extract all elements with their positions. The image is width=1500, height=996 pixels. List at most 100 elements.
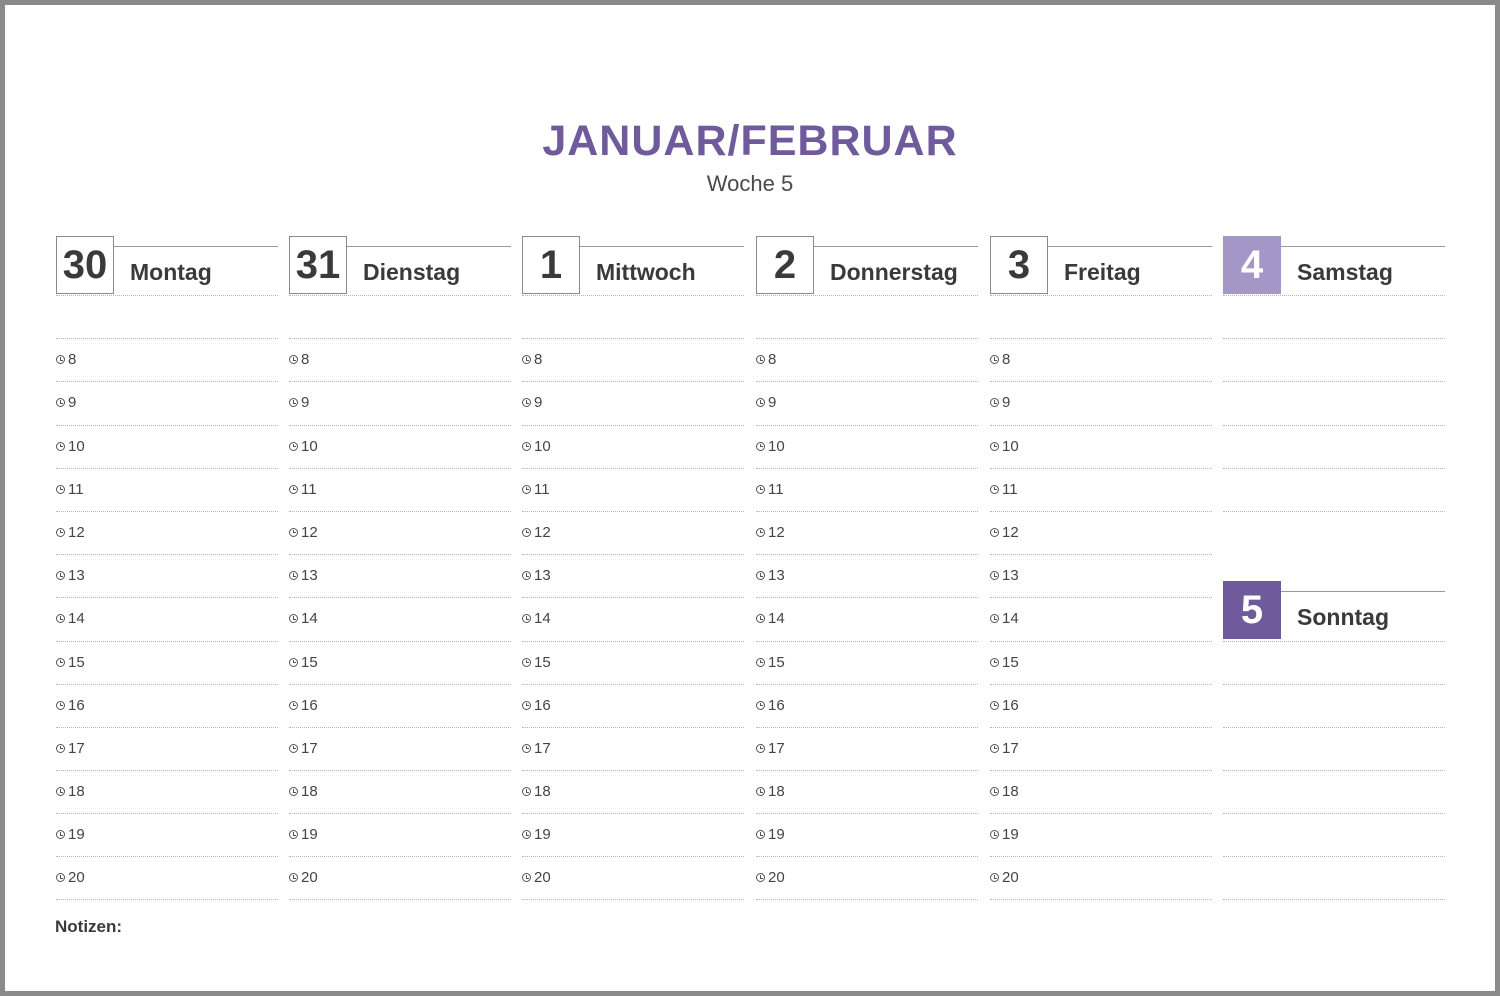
hour-label: 8 — [289, 351, 309, 368]
clock-icon — [756, 787, 765, 797]
clock-icon — [756, 657, 765, 667]
hour-text: 15 — [1002, 653, 1019, 671]
hour-slot: 14 — [289, 597, 511, 640]
hour-label: 8 — [756, 351, 776, 368]
hour-slot — [289, 295, 511, 338]
hour-label: 10 — [990, 438, 1019, 455]
clock-icon — [522, 873, 531, 883]
hour-slot: 18 — [990, 770, 1212, 813]
hour-slot: 19 — [289, 813, 511, 856]
hour-text: 12 — [301, 523, 318, 541]
hour-label: 10 — [756, 438, 785, 455]
hour-slot: 13 — [756, 554, 978, 597]
clock-icon — [522, 830, 531, 840]
hour-label: 12 — [756, 524, 785, 541]
day-column-tuesday: 31 Dienstag 8 9 10 11 12 13 14 15 16 17 18 19 20 — [289, 231, 511, 901]
day-column-monday: 30 Montag 8 9 10 11 12 13 14 15 16 17 18 19 20 — [56, 231, 278, 901]
hour-label: 18 — [756, 783, 785, 800]
clock-icon — [522, 614, 531, 624]
hour-label: 8 — [990, 351, 1010, 368]
header-rule — [522, 246, 744, 247]
clock-icon — [990, 484, 999, 494]
notes-label: Notizen: — [55, 917, 123, 936]
hour-slot: 12 — [289, 510, 511, 554]
day-column-thursday: 2 Donnerstag 8 9 10 11 12 13 14 15 16 17 18 19 20 — [756, 231, 978, 901]
hour-text: 10 — [534, 437, 551, 455]
hour-slot: 8 — [289, 338, 511, 381]
clock-icon — [522, 657, 531, 667]
hour-slot — [756, 295, 978, 338]
clock-icon — [522, 355, 531, 365]
hour-text: 14 — [534, 610, 551, 628]
hour-slot: 17 — [756, 726, 978, 770]
hour-label: 20 — [990, 869, 1019, 886]
clock-icon — [289, 398, 298, 408]
hour-label: 10 — [56, 438, 85, 455]
hour-slot — [1223, 424, 1445, 468]
hour-slot: 19 — [56, 813, 278, 856]
hour-slot: 13 — [522, 554, 744, 597]
hour-label: 14 — [289, 610, 318, 627]
clock-icon — [56, 657, 65, 667]
hour-text: 20 — [1002, 869, 1019, 887]
clock-icon — [990, 355, 999, 365]
hour-slot — [990, 295, 1212, 338]
hour-slot — [522, 295, 744, 338]
hour-slot: 16 — [522, 683, 744, 727]
hour-label: 17 — [289, 740, 318, 757]
clock-icon — [289, 830, 298, 840]
hour-text: 13 — [1002, 567, 1019, 585]
hour-label: 15 — [756, 654, 785, 671]
day-header-sunday: 5 Sonntag — [1223, 576, 1445, 639]
hour-slots: 8 9 10 11 12 13 14 15 16 17 18 19 20 — [522, 295, 744, 900]
clock-icon — [990, 398, 999, 408]
hour-label: 15 — [56, 654, 85, 671]
clock-icon — [756, 830, 765, 840]
hour-text: 19 — [768, 826, 785, 844]
hour-label: 9 — [756, 394, 776, 411]
hour-text: 18 — [768, 783, 785, 801]
hour-text: 16 — [534, 696, 551, 714]
clock-icon — [289, 484, 298, 494]
hour-slot: 9 — [756, 381, 978, 424]
hour-slot: 8 — [990, 338, 1212, 381]
hour-label: 13 — [990, 567, 1019, 584]
hour-label: 19 — [522, 826, 551, 843]
hour-slot: 9 — [522, 381, 744, 424]
hour-text: 10 — [1002, 437, 1019, 455]
day-header-saturday: 4 Samstag — [1223, 231, 1445, 294]
hour-text: 18 — [301, 783, 318, 801]
clock-icon — [756, 700, 765, 710]
hour-label: 13 — [756, 567, 785, 584]
hour-text: 20 — [68, 869, 85, 887]
hour-slot: 18 — [522, 770, 744, 813]
hour-text: 17 — [1002, 739, 1019, 757]
hour-text: 18 — [1002, 783, 1019, 801]
hour-slot: 11 — [990, 467, 1212, 511]
hour-text: 17 — [68, 739, 85, 757]
hour-slot: 15 — [522, 640, 744, 684]
clock-icon — [990, 873, 999, 883]
hour-label: 16 — [990, 697, 1019, 714]
hour-label: 15 — [990, 654, 1019, 671]
hour-label: 11 — [522, 481, 550, 498]
day-header: 1 Mittwoch — [522, 231, 744, 294]
day-name: Samstag — [1297, 259, 1393, 285]
hour-text: 13 — [534, 567, 551, 585]
hour-slot: 9 — [990, 381, 1212, 424]
day-number-box: 3 — [990, 236, 1048, 294]
clock-icon — [522, 787, 531, 797]
hour-slot: 20 — [990, 856, 1212, 900]
clock-icon — [56, 873, 65, 883]
hour-label: 20 — [522, 869, 551, 886]
clock-icon — [756, 355, 765, 365]
hour-label: 20 — [56, 869, 85, 886]
day-name: Dienstag — [363, 259, 461, 285]
clock-icon — [56, 527, 65, 537]
hour-slot: 9 — [56, 381, 278, 424]
hour-text: 12 — [1002, 523, 1019, 541]
hour-slot: 15 — [990, 640, 1212, 684]
hour-slot: 15 — [756, 640, 978, 684]
hour-slot: 20 — [56, 856, 278, 900]
hour-label: 12 — [289, 524, 318, 541]
